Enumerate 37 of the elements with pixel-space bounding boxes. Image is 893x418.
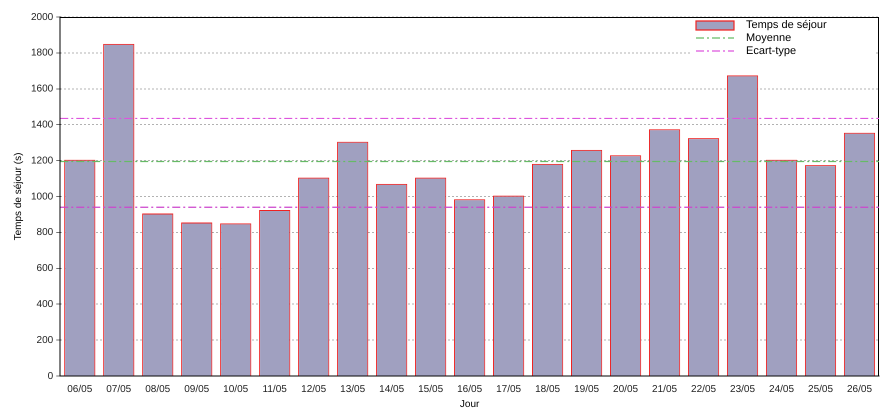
y-tick-label: 1400 [30, 119, 54, 130]
x-tick-label: 20/05 [613, 384, 639, 395]
x-tick-label: 22/05 [691, 384, 716, 395]
x-tick-label: 11/05 [262, 384, 288, 395]
y-tick-label: 800 [36, 227, 54, 238]
x-tick-label: 15/05 [418, 384, 444, 395]
legend-label: Ecart-type [746, 45, 796, 58]
x-tick-label: 21/05 [652, 384, 678, 395]
y-tick-label: 1800 [30, 48, 54, 59]
x-tick-label: 17/05 [496, 384, 522, 395]
y-axis-title: Temps de séjour (s) [12, 152, 24, 240]
x-tick-label: 06/05 [67, 384, 93, 395]
y-tick-label: 1600 [30, 84, 54, 95]
x-tick-label: 24/05 [769, 384, 794, 395]
x-tick-label: 07/05 [106, 384, 132, 395]
y-tick-label: 200 [36, 334, 54, 346]
x-tick-label: 18/05 [535, 384, 561, 395]
x-tick-label: 12/05 [301, 384, 327, 395]
y-tick-label: 1200 [30, 155, 54, 166]
x-tick-label: 23/05 [730, 384, 756, 395]
y-tick-label: 2000 [30, 12, 54, 23]
x-tick-label: 25/05 [808, 384, 834, 395]
x-tick-label: 19/05 [574, 384, 600, 395]
x-tick-label: 13/05 [340, 384, 366, 395]
legend-label: Temps de séjour [746, 19, 828, 32]
x-axis-title: Jour [460, 398, 480, 410]
x-tick-label: 09/05 [184, 384, 210, 395]
y-tick-label: 0 [48, 370, 54, 382]
y-tick-label: 400 [36, 298, 54, 310]
legend-label: Moyenne [746, 32, 792, 44]
y-tick-label: 600 [36, 263, 54, 274]
x-tick-label: 26/05 [846, 384, 872, 395]
x-tick-label: 16/05 [457, 384, 483, 395]
x-tick-label: 14/05 [379, 384, 405, 395]
x-tick-label: 08/05 [145, 384, 171, 395]
y-tick-label: 1000 [30, 191, 54, 202]
x-tick-label: 10/05 [223, 384, 249, 395]
